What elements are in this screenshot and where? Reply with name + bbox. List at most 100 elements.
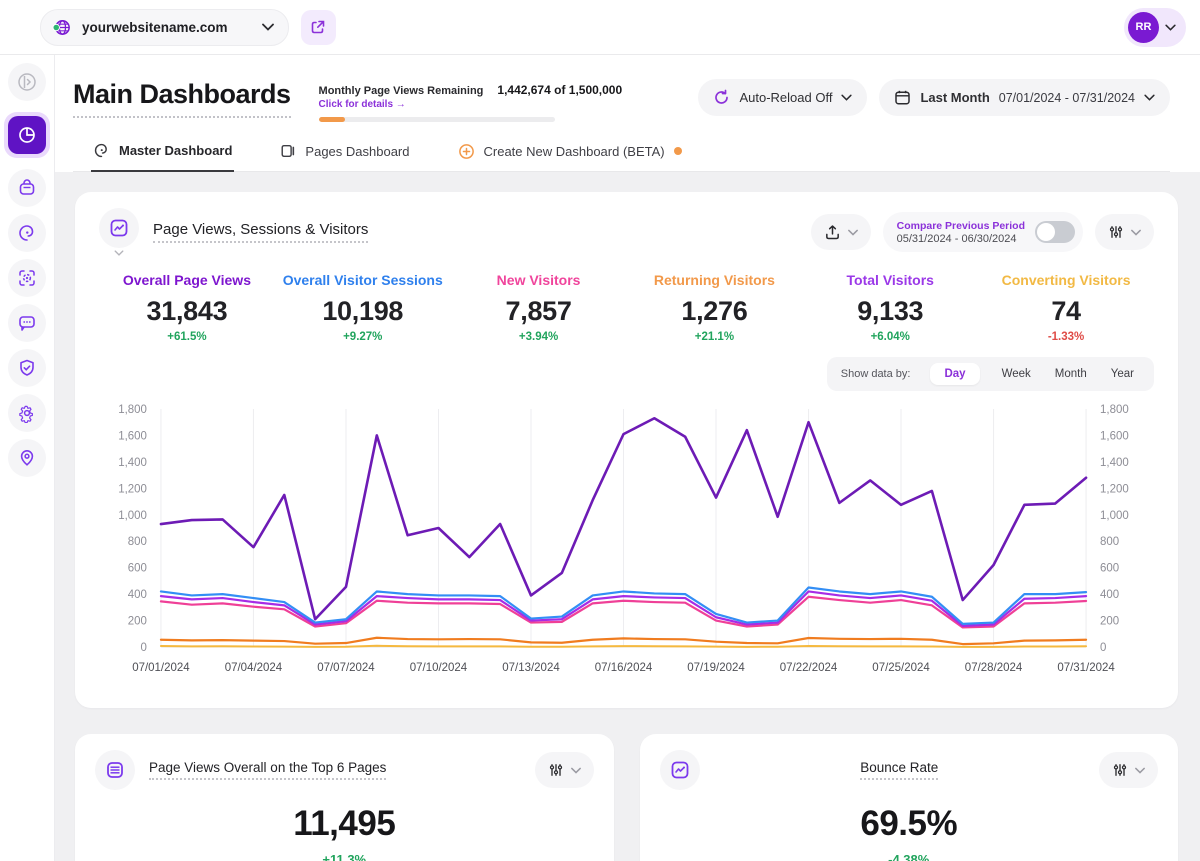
refresh-icon	[713, 89, 730, 106]
globe-icon	[51, 17, 72, 38]
pie-chart-icon	[17, 125, 37, 145]
quota-block: Monthly Page Views Remaining 1,442,674 o…	[318, 83, 622, 122]
plus-circle-icon	[458, 143, 475, 160]
sidebar-item-dashboards[interactable]	[4, 112, 50, 158]
sidebar-item-focus[interactable]	[8, 259, 46, 297]
svg-text:07/31/2024: 07/31/2024	[1057, 662, 1115, 674]
open-site-button[interactable]	[300, 9, 336, 45]
quota-label: Monthly Page Views Remaining	[318, 85, 484, 97]
svg-text:07/16/2024: 07/16/2024	[595, 662, 653, 674]
sidebar-item-sessions[interactable]	[8, 214, 46, 252]
card-icon-menu[interactable]	[99, 208, 139, 256]
svg-text:1,200: 1,200	[118, 483, 147, 495]
show-data-by-control: Show data by: Day Week Month Year	[826, 357, 1154, 391]
svg-text:400: 400	[128, 589, 147, 601]
sidebar-item-settings[interactable]	[8, 394, 46, 432]
chat-bubble-icon	[17, 313, 37, 333]
spiral-icon	[93, 142, 110, 159]
line-chart-icon	[670, 760, 690, 780]
table-list-icon	[105, 760, 125, 780]
showby-option-day[interactable]: Day	[930, 363, 980, 385]
metric-converting-visitors[interactable]: Converting Visitors 74 -1.33%	[1001, 272, 1131, 343]
tab-master-dashboard[interactable]: Master Dashboard	[91, 138, 235, 172]
date-range-picker[interactable]: Last Month 07/01/2024 - 07/31/2024	[879, 79, 1170, 116]
chevron-down-icon	[261, 23, 274, 31]
bounce-rate-change: -4.38%	[888, 852, 930, 861]
content-area: Page Views, Sessions & Visitors	[55, 172, 1200, 861]
period-range: 07/01/2024 - 07/31/2024	[998, 90, 1135, 105]
line-chart-svg: 07/01/2024 07/04/2024 07/07/2024 07/10/2024…	[118, 404, 1129, 674]
auto-reload-dropdown[interactable]: Auto-Reload Off	[698, 79, 868, 116]
compare-label: Compare Previous Period	[896, 219, 1025, 232]
sidebar-item-store[interactable]	[8, 169, 46, 207]
site-selector[interactable]: yourwebsitename.com	[40, 8, 289, 46]
showby-option-year[interactable]: Year	[1110, 368, 1134, 380]
svg-text:07/04/2024: 07/04/2024	[225, 662, 283, 674]
export-button[interactable]	[810, 214, 871, 250]
top-pages-value: 11,495	[293, 804, 396, 843]
sidebar-item-location[interactable]	[8, 439, 46, 477]
svg-text:200: 200	[1100, 616, 1119, 628]
card-icon-menu[interactable]	[95, 750, 135, 790]
dashboard-tabs: Master Dashboard Pages Dashboard	[73, 138, 1170, 172]
external-link-icon	[310, 19, 326, 35]
tab-label: Pages Dashboard	[305, 143, 410, 159]
page-title: Main Dashboards	[73, 79, 291, 118]
avatar: RR	[1128, 11, 1159, 43]
top-pages-card: Page Views Overall on the Top 6 Pages	[75, 734, 614, 861]
spiral-icon	[17, 223, 37, 243]
chevron-down-icon	[1165, 24, 1176, 31]
card-title: Page Views, Sessions & Visitors	[153, 221, 369, 243]
location-pin-icon	[17, 448, 37, 468]
metric-overall-visitor-sessions[interactable]: Overall Visitor Sessions 10,198 +9.27%	[282, 272, 443, 343]
line-chart[interactable]: 07/01/2024 07/04/2024 07/07/2024 07/10/2024…	[99, 395, 1154, 698]
sidebar-item-chat[interactable]	[8, 304, 46, 342]
card-icon-menu[interactable]	[659, 750, 700, 790]
metrics-row: Overall Page Views 31,843 +61.5% Overall…	[99, 272, 1154, 343]
chart-settings-button[interactable]	[1099, 752, 1158, 788]
sliders-icon	[548, 762, 564, 778]
line-chart-icon	[109, 218, 129, 238]
card-title: Bounce Rate	[860, 760, 939, 780]
svg-text:0: 0	[141, 642, 147, 654]
chart-settings-button[interactable]	[1095, 214, 1154, 250]
sidebar	[0, 55, 55, 861]
shield-check-icon	[17, 358, 37, 378]
top-bar: yourwebsitename.com RR	[0, 0, 1200, 55]
chevron-down-icon	[1135, 767, 1145, 774]
svg-text:07/01/2024: 07/01/2024	[132, 662, 190, 674]
quota-details-link[interactable]: Click for details →	[318, 99, 406, 110]
svg-text:1,400: 1,400	[118, 457, 147, 469]
metric-returning-visitors[interactable]: Returning Visitors 1,276 +21.1%	[653, 272, 775, 343]
sidebar-item-security[interactable]	[8, 349, 46, 387]
bounce-rate-card: Bounce Rate	[639, 734, 1178, 861]
top-pages-change: +11.3%	[322, 852, 367, 861]
svg-text:07/25/2024: 07/25/2024	[872, 662, 930, 674]
metric-total-visitors[interactable]: Total Visitors 9,133 +6.04%	[846, 272, 934, 343]
svg-text:07/07/2024: 07/07/2024	[317, 662, 375, 674]
chart-settings-button[interactable]	[534, 752, 594, 788]
svg-text:07/10/2024: 07/10/2024	[410, 662, 468, 674]
page-header: Main Dashboards Monthly Page Views Remai…	[55, 55, 1200, 172]
quota-progress-fill	[318, 117, 345, 122]
chevron-down-icon	[847, 229, 858, 236]
beta-dot	[673, 147, 682, 155]
bounce-rate-value: 69.5%	[860, 804, 958, 843]
show-data-by-label: Show data by:	[840, 368, 911, 380]
calendar-icon	[894, 89, 911, 106]
svg-text:07/13/2024: 07/13/2024	[502, 662, 560, 674]
account-menu[interactable]: RR	[1124, 7, 1186, 47]
tab-create-new-dashboard[interactable]: Create New Dashboard (BETA)	[456, 138, 684, 171]
chevron-down-icon	[841, 94, 853, 101]
period-label: Last Month	[920, 90, 990, 105]
focus-target-icon	[17, 268, 37, 288]
compare-toggle[interactable]	[1035, 221, 1075, 243]
metric-new-visitors[interactable]: New Visitors 7,857 +3.94%	[496, 272, 581, 343]
sidebar-collapse-button[interactable]	[8, 63, 46, 101]
metric-overall-page-views[interactable]: Overall Page Views 31,843 +61.5%	[122, 272, 251, 343]
showby-option-month[interactable]: Month	[1054, 368, 1087, 380]
tab-pages-dashboard[interactable]: Pages Dashboard	[278, 138, 411, 171]
showby-option-week[interactable]: Week	[1001, 368, 1031, 380]
chevron-down-icon	[1131, 229, 1141, 236]
svg-text:1,200: 1,200	[1100, 483, 1129, 495]
